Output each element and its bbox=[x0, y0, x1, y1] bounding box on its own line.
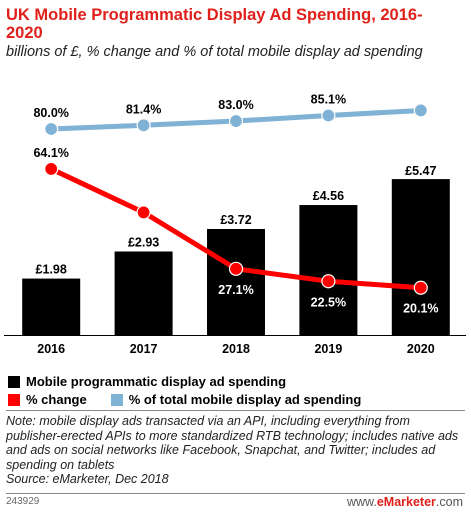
change-point-2019 bbox=[321, 274, 336, 289]
change-label-2016: 64.1% bbox=[33, 146, 68, 160]
chart-plot: 2016 2017 2018 2019 2020 £1.98 £2.93 £3.72 £4.56… bbox=[4, 92, 466, 356]
x-tick-label-2019: 2019 bbox=[314, 342, 342, 356]
divider bbox=[6, 410, 465, 411]
brand-prefix: www. bbox=[346, 495, 377, 509]
legend-label-share: % of total mobile display ad spending bbox=[128, 392, 362, 407]
share-point-2019 bbox=[321, 108, 336, 123]
brand-logo: www.eMarketer.com bbox=[347, 495, 463, 509]
bar-2016 bbox=[22, 278, 81, 335]
bar-label-2018: £3.72 bbox=[220, 213, 251, 227]
chart-note: Note: mobile display ads transacted via … bbox=[6, 414, 466, 487]
share-label-2016: 80.0% bbox=[33, 106, 68, 120]
legend-swatch-change bbox=[8, 393, 20, 406]
bar-label-2019: £4.56 bbox=[313, 189, 344, 203]
source-text: Source: eMarketer, Dec 2018 bbox=[6, 472, 169, 487]
legend-swatch-share bbox=[110, 393, 123, 406]
legend-item-bar: Mobile programmatic display ad spending bbox=[8, 374, 286, 389]
share-label-2017: 81.4% bbox=[126, 102, 161, 116]
note-text: Note: mobile display ads transacted via … bbox=[6, 414, 459, 472]
chart-subtitle: billions of £, % change and % of total m… bbox=[6, 44, 423, 60]
share-point-2018 bbox=[228, 113, 244, 129]
share-point-2016 bbox=[44, 121, 59, 137]
legend-row-2: % change % of total mobile display ad sp… bbox=[8, 392, 361, 407]
brand-suffix: .com bbox=[435, 495, 463, 509]
divider-bottom bbox=[6, 493, 465, 494]
chart-title: UK Mobile Programmatic Display Ad Spendi… bbox=[6, 6, 423, 42]
change-point-2016 bbox=[44, 161, 59, 177]
share-point-2017 bbox=[136, 118, 151, 133]
x-tick-label-2016: 2016 bbox=[37, 342, 65, 356]
x-tick-label-2018: 2018 bbox=[222, 342, 250, 356]
bar-label-2016: £1.98 bbox=[36, 263, 67, 277]
legend-label-bar: Mobile programmatic display ad spending bbox=[26, 374, 287, 389]
change-point-2020 bbox=[413, 280, 428, 295]
change-label-2019: 22.5% bbox=[311, 295, 346, 309]
share-label-2020: 87.0% bbox=[403, 124, 438, 138]
x-tick-label-2020: 2020 bbox=[407, 342, 435, 356]
bar-2017 bbox=[114, 251, 173, 335]
bar-2018 bbox=[207, 228, 265, 335]
chart-code: 243929 bbox=[6, 496, 40, 507]
share-label-2018: 83.0% bbox=[218, 98, 253, 112]
change-label-2020: 20.1% bbox=[403, 302, 438, 316]
bar-2019 bbox=[299, 205, 358, 335]
share-point-2020 bbox=[413, 103, 428, 118]
legend-swatch-bar bbox=[8, 375, 20, 388]
share-label-2019: 85.1% bbox=[311, 92, 346, 106]
change-point-2018 bbox=[228, 261, 244, 276]
bar-2020 bbox=[391, 179, 450, 335]
change-label-2017: 48.0% bbox=[126, 226, 161, 240]
x-tick-label-2017: 2017 bbox=[130, 342, 158, 356]
change-point-2017 bbox=[136, 205, 151, 220]
brand-name: eMarketer bbox=[376, 495, 436, 509]
change-label-2018: 27.1% bbox=[218, 283, 253, 297]
bar-label-2020: £5.47 bbox=[405, 164, 436, 178]
legend-label-change: % change bbox=[26, 392, 87, 407]
bar-label-2017: £2.93 bbox=[128, 235, 159, 249]
